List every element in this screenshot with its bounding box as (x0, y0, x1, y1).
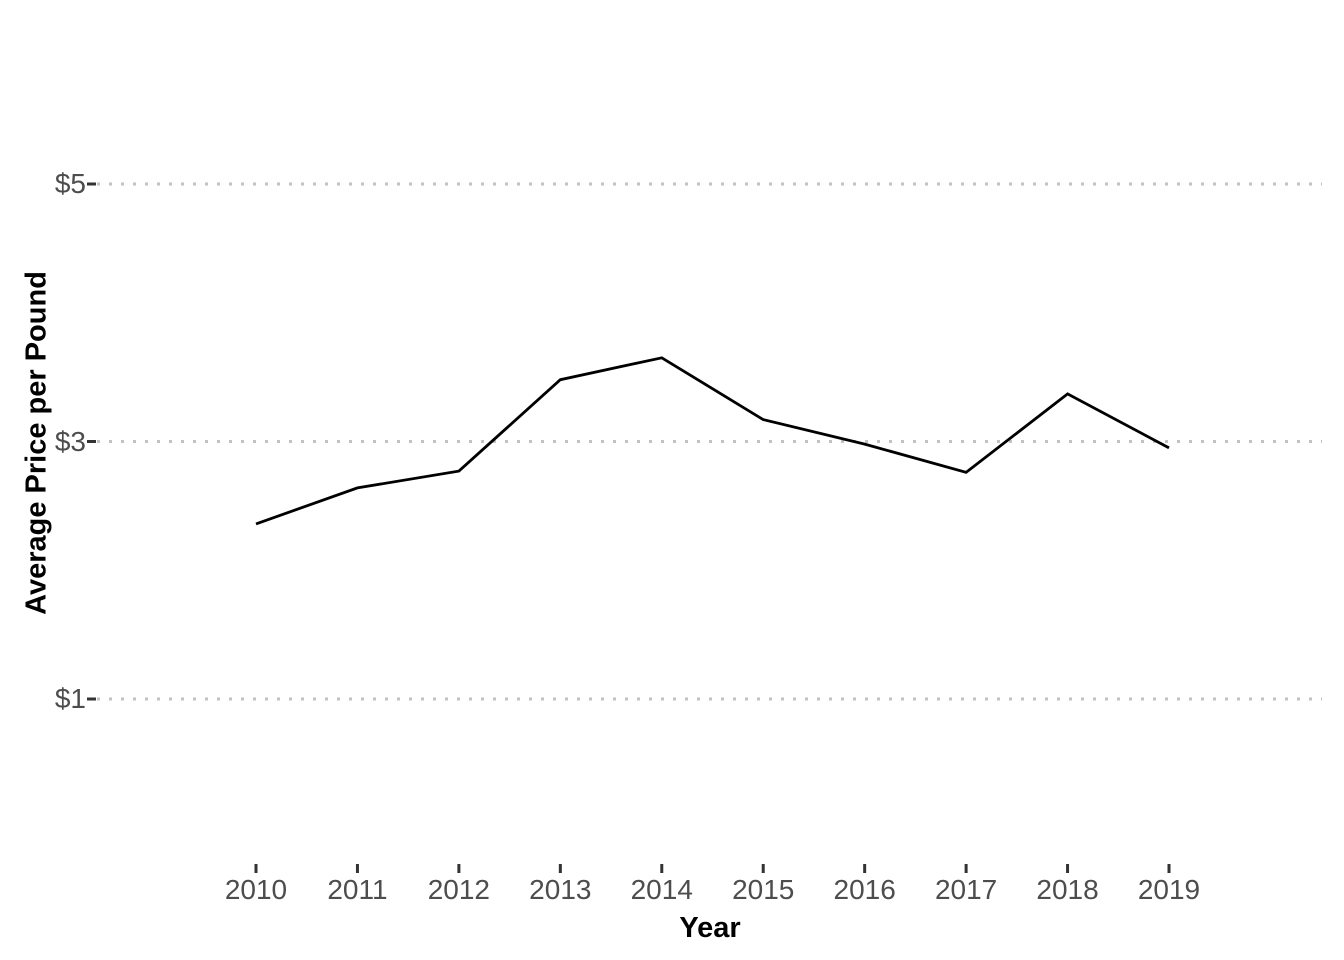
x-tick-label: 2017 (934, 874, 998, 905)
y-tick-label: $5 (54, 168, 86, 199)
x-tick-label: 2013 (529, 874, 592, 905)
y-tick-label: $1 (54, 683, 86, 714)
x-tick-label: 2014 (630, 874, 693, 905)
y-tick-label: $3 (54, 425, 86, 457)
data-line-average-price-per-pound (255, 356, 1170, 526)
x-tick-label: 2010 (224, 874, 288, 905)
x-tick-label: 2011 (327, 874, 388, 905)
x-tick-label: 2016 (833, 874, 896, 905)
x-tick-label: 2012 (427, 874, 491, 905)
x-tick-label: 2019 (1137, 874, 1201, 905)
x-axis-title: Year (679, 912, 741, 944)
x-tick-label: 2018 (1036, 874, 1099, 905)
x-tick-label: 2015 (732, 874, 795, 905)
